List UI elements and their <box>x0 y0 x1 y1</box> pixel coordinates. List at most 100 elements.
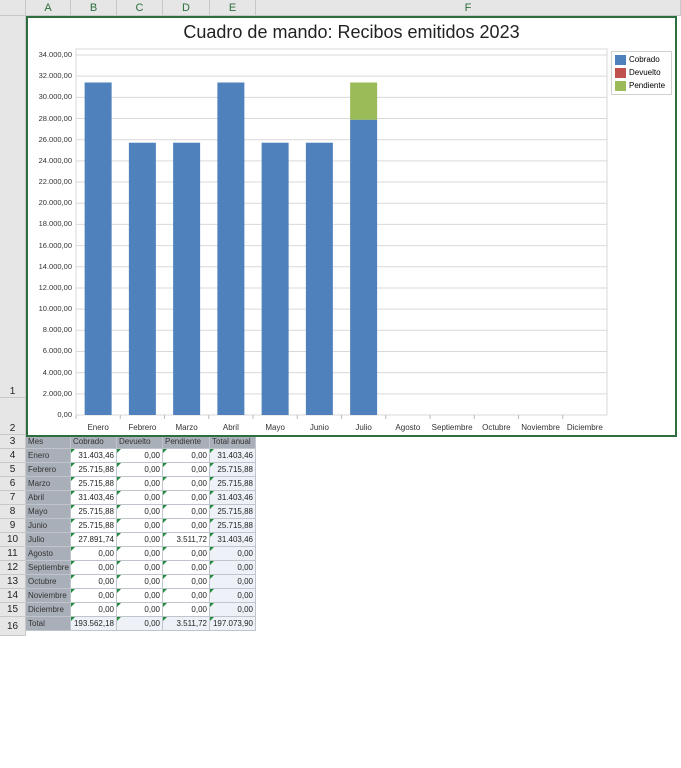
value-cell[interactable]: 27.891,74 <box>71 533 117 547</box>
value-cell[interactable]: 3.511,72 <box>163 533 210 547</box>
month-cell[interactable]: Noviembre <box>26 589 71 603</box>
month-cell[interactable]: Mayo <box>26 505 71 519</box>
month-cell[interactable]: Julio <box>26 533 71 547</box>
value-cell[interactable]: 0,00 <box>117 519 163 533</box>
value-cell[interactable]: 0,00 <box>210 547 256 561</box>
value-cell[interactable]: 0,00 <box>117 547 163 561</box>
row-header-10[interactable]: 10 <box>0 533 26 547</box>
value-cell[interactable]: 0,00 <box>117 589 163 603</box>
select-all-corner[interactable] <box>0 0 26 16</box>
value-cell[interactable]: 0,00 <box>71 547 117 561</box>
row-header-3[interactable]: 3 <box>0 435 26 449</box>
column-header-C[interactable]: C <box>117 0 163 16</box>
value-cell[interactable]: 0,00 <box>163 449 210 463</box>
value-cell[interactable]: 0,00 <box>163 589 210 603</box>
row-header-11[interactable]: 11 <box>0 547 26 561</box>
bar-cobrado-junio[interactable] <box>305 142 333 415</box>
month-cell[interactable]: Junio <box>26 519 71 533</box>
value-cell[interactable]: 25.715,88 <box>71 505 117 519</box>
bar-pendiente-julio[interactable] <box>350 82 378 120</box>
row-header-15[interactable]: 15 <box>0 603 26 617</box>
value-cell[interactable]: 25.715,88 <box>210 505 256 519</box>
value-cell[interactable]: 0,00 <box>163 463 210 477</box>
header-cell[interactable]: Mes <box>26 435 71 449</box>
value-cell[interactable]: 0,00 <box>163 491 210 505</box>
value-cell[interactable]: 0,00 <box>163 603 210 617</box>
value-cell[interactable]: 0,00 <box>210 575 256 589</box>
value-cell[interactable]: 0,00 <box>163 505 210 519</box>
value-cell[interactable]: 0,00 <box>163 477 210 491</box>
bar-cobrado-abril[interactable] <box>217 82 245 416</box>
month-cell[interactable]: Agosto <box>26 547 71 561</box>
bar-cobrado-febrero[interactable] <box>128 142 156 415</box>
value-cell[interactable]: 25.715,88 <box>210 463 256 477</box>
column-header-F[interactable]: F <box>256 0 681 16</box>
row-header-2[interactable]: 2 <box>0 398 26 435</box>
value-cell[interactable]: 31.403,46 <box>210 449 256 463</box>
value-cell[interactable]: 0,00 <box>117 603 163 617</box>
row-header-6[interactable]: 6 <box>0 477 26 491</box>
value-cell[interactable]: 0,00 <box>210 561 256 575</box>
value-cell[interactable]: 0,00 <box>117 463 163 477</box>
value-cell[interactable]: 25.715,88 <box>210 477 256 491</box>
value-cell[interactable]: 25.715,88 <box>71 477 117 491</box>
month-cell[interactable]: Diciembre <box>26 603 71 617</box>
header-cell[interactable]: Pendiente <box>163 435 210 449</box>
row-header-13[interactable]: 13 <box>0 575 26 589</box>
bar-cobrado-julio[interactable] <box>350 119 378 416</box>
value-cell[interactable]: 0,00 <box>117 561 163 575</box>
row-header-1[interactable]: 1 <box>0 16 26 398</box>
row-header-8[interactable]: 8 <box>0 505 26 519</box>
month-cell[interactable]: Total <box>26 617 71 631</box>
header-cell[interactable]: Cobrado <box>71 435 117 449</box>
value-cell[interactable]: 193.562,18 <box>71 617 117 631</box>
header-cell[interactable]: Devuelto <box>117 435 163 449</box>
month-cell[interactable]: Febrero <box>26 463 71 477</box>
column-header-D[interactable]: D <box>163 0 210 16</box>
column-header-E[interactable]: E <box>210 0 256 16</box>
value-cell[interactable]: 31.403,46 <box>210 533 256 547</box>
month-cell[interactable]: Octubre <box>26 575 71 589</box>
header-cell[interactable]: Total anual <box>210 435 256 449</box>
value-cell[interactable]: 0,00 <box>71 589 117 603</box>
value-cell[interactable]: 0,00 <box>117 533 163 547</box>
month-cell[interactable]: Marzo <box>26 477 71 491</box>
value-cell[interactable]: 3.511,72 <box>163 617 210 631</box>
value-cell[interactable]: 25.715,88 <box>71 519 117 533</box>
value-cell[interactable]: 0,00 <box>210 589 256 603</box>
value-cell[interactable]: 0,00 <box>210 603 256 617</box>
month-cell[interactable]: Septiembre <box>26 561 71 575</box>
row-header-9[interactable]: 9 <box>0 519 26 533</box>
value-cell[interactable]: 25.715,88 <box>71 463 117 477</box>
column-header-B[interactable]: B <box>71 0 117 16</box>
value-cell[interactable]: 25.715,88 <box>210 519 256 533</box>
value-cell[interactable]: 0,00 <box>71 603 117 617</box>
value-cell[interactable]: 0,00 <box>117 477 163 491</box>
value-cell[interactable]: 0,00 <box>71 575 117 589</box>
row-header-14[interactable]: 14 <box>0 589 26 603</box>
row-header-16[interactable]: 16 <box>0 617 26 636</box>
row-header-7[interactable]: 7 <box>0 491 26 505</box>
row-header-5[interactable]: 5 <box>0 463 26 477</box>
bar-cobrado-enero[interactable] <box>84 82 112 416</box>
value-cell[interactable]: 0,00 <box>117 449 163 463</box>
chart[interactable]: Cuadro de mando: Recibos emitidos 2023 0… <box>26 16 677 437</box>
month-cell[interactable]: Abril <box>26 491 71 505</box>
value-cell[interactable]: 31.403,46 <box>210 491 256 505</box>
row-header-4[interactable]: 4 <box>0 449 26 463</box>
bar-cobrado-marzo[interactable] <box>173 142 201 415</box>
value-cell[interactable]: 31.403,46 <box>71 491 117 505</box>
value-cell[interactable]: 0,00 <box>117 575 163 589</box>
value-cell[interactable]: 0,00 <box>163 561 210 575</box>
value-cell[interactable]: 197.073,90 <box>210 617 256 631</box>
value-cell[interactable]: 31.403,46 <box>71 449 117 463</box>
value-cell[interactable]: 0,00 <box>163 519 210 533</box>
row-header-12[interactable]: 12 <box>0 561 26 575</box>
value-cell[interactable]: 0,00 <box>71 561 117 575</box>
value-cell[interactable]: 0,00 <box>117 491 163 505</box>
column-header-A[interactable]: A <box>26 0 71 16</box>
value-cell[interactable]: 0,00 <box>163 547 210 561</box>
month-cell[interactable]: Enero <box>26 449 71 463</box>
value-cell[interactable]: 0,00 <box>163 575 210 589</box>
value-cell[interactable]: 0,00 <box>117 617 163 631</box>
